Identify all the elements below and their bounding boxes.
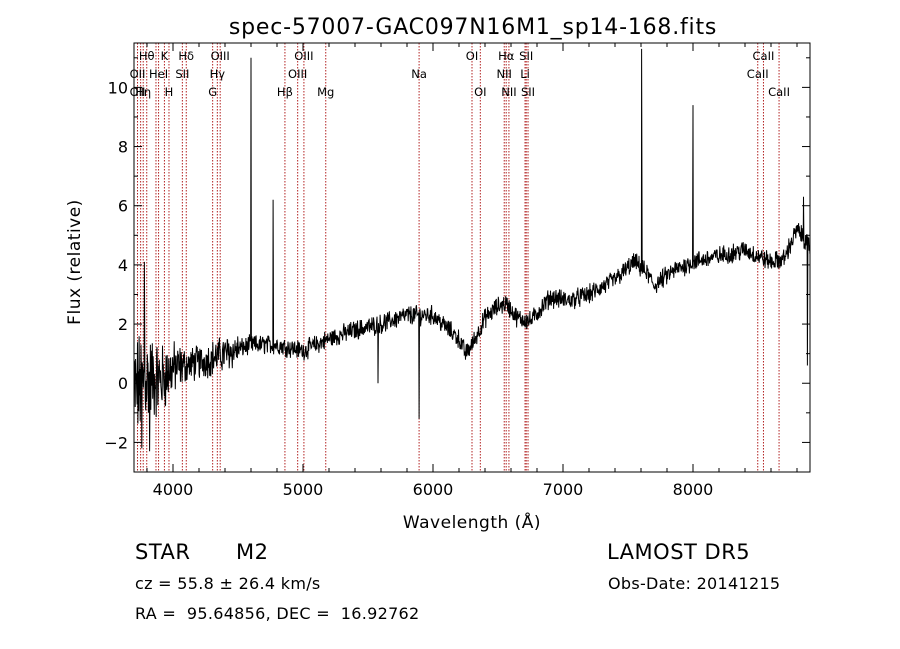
y-tick-label: 8 <box>118 138 128 157</box>
line-marker-label: CaII <box>768 85 790 99</box>
line-marker-label: SII <box>521 85 535 99</box>
x-tick-label: 5000 <box>283 480 324 499</box>
sky-coordinates: RA = 95.64856, DEC = 16.92762 <box>135 604 420 623</box>
line-marker-label: CaII <box>753 49 775 63</box>
line-marker-label: K <box>161 49 169 63</box>
x-axis-ticks: 4000 5000 6000 7000 8000 <box>146 43 798 499</box>
line-marker-label: Hα <box>498 49 515 63</box>
object-class: STAR <box>135 540 191 564</box>
y-axis-ticks: −2 0 2 4 6 8 10 <box>104 57 810 473</box>
y-tick-label: 2 <box>118 315 128 334</box>
line-markers <box>137 43 780 472</box>
line-marker-label: NII <box>501 85 516 99</box>
x-axis-label: Wavelength (Å) <box>403 511 541 533</box>
line-marker-label: OII <box>130 67 146 81</box>
line-marker-label: Mg <box>317 85 334 99</box>
line-marker-label: OIII <box>211 49 230 63</box>
y-axis-label: Flux (relative) <box>65 199 85 325</box>
y-tick-label: 6 <box>118 197 128 216</box>
x-tick-label: 7000 <box>543 480 584 499</box>
line-marker-label: SII <box>519 49 533 63</box>
line-marker-label: Hδ <box>178 49 194 63</box>
line-marker-label: Na <box>411 67 427 81</box>
line-marker-label: H <box>165 85 174 99</box>
chart-title: spec-57007-GAC097N16M1_sp14-168.fits <box>229 15 717 40</box>
line-marker-labels: OIIHηHθHeIKHSIIHδGHγOIIIHβOIIIOIIIMgNaOI… <box>130 49 790 99</box>
plot-frame <box>133 42 811 473</box>
line-marker-label: HeI <box>149 67 168 81</box>
y-tick-label: 10 <box>108 78 128 97</box>
radial-velocity: cz = 55.8 ± 26.4 km/s <box>135 574 321 593</box>
line-marker-label: OI <box>474 85 486 99</box>
line-marker-label: Hη <box>135 85 151 99</box>
line-marker-label: Li <box>520 67 530 81</box>
line-marker-label: Hθ <box>139 49 155 63</box>
x-tick-label: 8000 <box>673 480 714 499</box>
line-marker-label: OIII <box>294 49 313 63</box>
survey-release: LAMOST DR5 <box>607 540 751 564</box>
line-marker-label: Hγ <box>210 67 226 81</box>
line-marker-label: G <box>208 85 217 99</box>
line-marker-label: NII <box>497 67 512 81</box>
line-marker-label: OIII <box>288 67 307 81</box>
x-tick-label: 4000 <box>153 480 194 499</box>
y-tick-label: −2 <box>104 433 128 452</box>
line-marker-label: SII <box>175 67 189 81</box>
line-marker-label: Hβ <box>277 85 293 99</box>
spectrum-line <box>133 48 811 452</box>
y-tick-label: 4 <box>118 256 128 275</box>
y-tick-label: 0 <box>118 374 128 393</box>
object-subclass: M2 <box>236 540 269 564</box>
observation-date: Obs-Date: 20141215 <box>608 574 781 593</box>
line-marker-label: OI <box>466 49 478 63</box>
line-marker-label: CaII <box>747 67 769 81</box>
x-tick-label: 6000 <box>413 480 454 499</box>
